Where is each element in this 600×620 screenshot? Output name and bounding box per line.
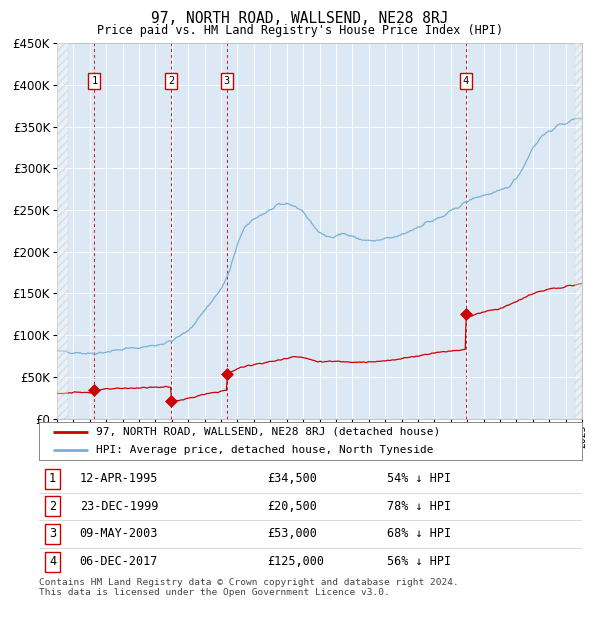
Bar [57, 43, 68, 418]
Text: 23-DEC-1999: 23-DEC-1999 [80, 500, 158, 513]
Text: 54% ↓ HPI: 54% ↓ HPI [386, 472, 451, 485]
Text: 3: 3 [224, 76, 230, 86]
Text: £34,500: £34,500 [267, 472, 317, 485]
Text: Contains HM Land Registry data © Crown copyright and database right 2024.
This d: Contains HM Land Registry data © Crown c… [39, 578, 459, 597]
Text: 12-APR-1995: 12-APR-1995 [80, 472, 158, 485]
Text: 1: 1 [91, 76, 98, 86]
Text: HPI: Average price, detached house, North Tyneside: HPI: Average price, detached house, Nort… [96, 445, 434, 454]
Text: £53,000: £53,000 [267, 528, 317, 541]
Text: 56% ↓ HPI: 56% ↓ HPI [386, 555, 451, 568]
Text: 09-MAY-2003: 09-MAY-2003 [80, 528, 158, 541]
Text: 2: 2 [49, 500, 56, 513]
Text: 1: 1 [49, 472, 56, 485]
Text: Price paid vs. HM Land Registry's House Price Index (HPI): Price paid vs. HM Land Registry's House … [97, 24, 503, 37]
Text: 3: 3 [49, 528, 56, 541]
Text: 78% ↓ HPI: 78% ↓ HPI [386, 500, 451, 513]
Text: 2: 2 [168, 76, 174, 86]
Text: 97, NORTH ROAD, WALLSEND, NE28 8RJ (detached house): 97, NORTH ROAD, WALLSEND, NE28 8RJ (deta… [96, 427, 440, 437]
Text: 68% ↓ HPI: 68% ↓ HPI [386, 528, 451, 541]
Text: £125,000: £125,000 [267, 555, 324, 568]
Bar [575, 43, 582, 418]
Text: 4: 4 [49, 555, 56, 568]
Text: 4: 4 [463, 76, 469, 86]
Text: 06-DEC-2017: 06-DEC-2017 [80, 555, 158, 568]
Text: £20,500: £20,500 [267, 500, 317, 513]
Text: 97, NORTH ROAD, WALLSEND, NE28 8RJ: 97, NORTH ROAD, WALLSEND, NE28 8RJ [151, 11, 449, 25]
